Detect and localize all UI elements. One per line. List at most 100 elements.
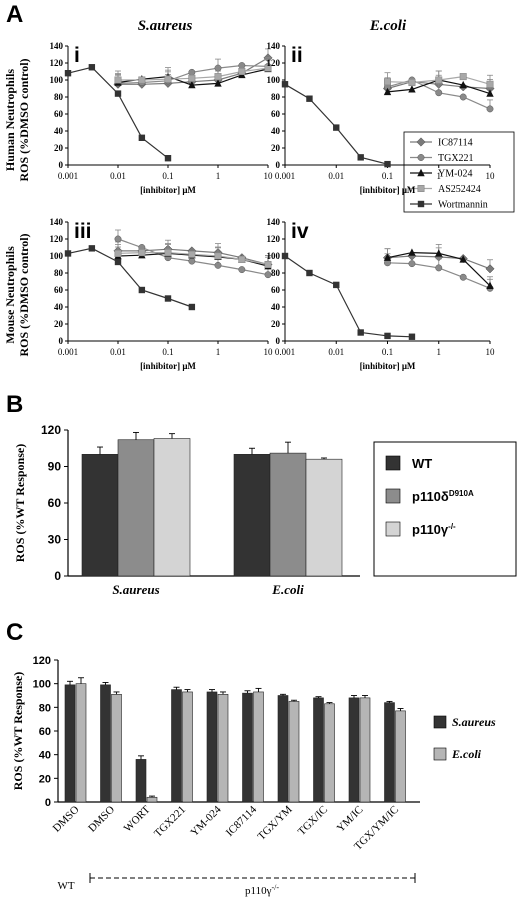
x-tick-label: 0.01 [110,171,126,181]
x-tick-label: 0.1 [382,347,393,357]
x-tick-label: 0.01 [110,347,126,357]
x-tick-label: 0.001 [275,171,295,181]
data-point [188,257,196,265]
x-axis-label: [inhibitor] μM [360,185,416,195]
bar-s-aureus-0 [64,684,76,803]
series-wortmannin [64,64,172,162]
data-point [486,80,494,88]
y-tick-label: 100 [50,75,64,85]
data-point [188,68,196,76]
y-tick-label: 120 [50,234,64,244]
category-label: TGX/IC [296,804,330,838]
data-point [306,269,313,277]
y-tick-label: 60 [54,109,64,119]
y-tick-label: 20 [54,143,64,153]
y-tick-label: 100 [50,251,64,261]
data-point [485,264,495,274]
bar-wt-1 [233,454,271,577]
y-tick-label: 100 [267,251,281,261]
y-tick-label: 100 [267,75,281,85]
data-point [114,249,122,257]
data-point [138,249,146,257]
data-point [238,62,246,70]
data-point [408,248,416,256]
data-point [459,255,467,263]
series-line [67,247,193,308]
bar-e-coli-0 [75,683,87,803]
y-tick-label: 20 [271,319,281,329]
legend-panel-c: S.aureus E.coli [433,715,496,761]
data-point [114,258,122,266]
category-label: DMSO [51,804,82,835]
data-point [138,134,146,141]
x-tick-label: 10 [264,347,274,357]
data-point [88,245,96,252]
y-tick-label: 80 [54,268,64,278]
data-point [188,80,196,89]
y-tick-label: 0 [54,569,61,583]
series-wortmannin [281,252,416,340]
y-tick-label: 30 [48,533,62,547]
data-point [238,266,246,274]
bar-s-aureus-4 [206,691,218,803]
legend-marker-tgx221 [417,154,425,161]
y-tick-label: 0 [45,797,51,809]
data-point [188,303,196,311]
y-tick-label: 120 [267,234,281,244]
y-tick-label: 120 [33,655,51,667]
y-tick-label: 140 [267,41,281,51]
y-tick-label: 60 [271,109,281,119]
y-tick-label: 80 [271,92,281,102]
y-tick-label: 0 [59,336,64,346]
bar-p110-1 [305,458,343,577]
data-point [238,255,246,263]
panel-numeral: iii [74,220,92,243]
panel-numeral: i [74,44,80,67]
row-label-mouse: Mouse Neutrophils [3,246,17,344]
bar-s-aureus-8 [348,697,360,803]
x-tick-label: 0.001 [58,347,78,357]
panel-letter-b: B [6,391,23,418]
category-label: TGX221 [152,804,188,840]
x-tick-label: 0.001 [58,171,78,181]
group-label-ko-text: p110γ [245,885,272,897]
legend-label-p110gamma: p110γ-/- [412,522,456,537]
y-tick-label: 120 [267,58,281,68]
data-point [164,295,172,302]
data-point [214,79,222,87]
x-tick-label: 0.1 [162,347,173,357]
y-tick-label: 60 [271,285,281,295]
panel-numeral: iv [291,220,309,243]
y-tick-label: 60 [39,726,51,738]
data-point [188,74,196,82]
data-point [164,155,172,162]
category-label: E.coli [271,582,304,597]
data-point [306,95,313,102]
x-axis-label: [inhibitor] μM [140,185,196,195]
y-tick-label: 90 [48,460,62,474]
row-ylabel-mouse: ROS (%DMSO control) [17,233,31,356]
legend-label-p110delta-sup: D910A [449,489,474,498]
bar-s-aureus-7 [313,697,324,803]
x-tick-label: 10 [264,171,274,181]
data-point [486,105,494,113]
x-tick-label: 1 [437,347,442,357]
x-tick-label: 1 [216,171,221,181]
y-tick-label: 80 [39,702,51,714]
data-point [164,75,172,83]
data-point [459,80,467,89]
category-label: DMSO [86,804,117,835]
x-tick-label: 0.01 [328,347,344,357]
y-tick-label: 140 [267,217,281,227]
y-axis-label: ROS (%WT Response) [13,444,27,562]
data-point [459,93,467,101]
legend-label-saureus: S.aureus [452,715,496,729]
category-label: IC87114 [224,803,260,839]
bar-p110-d910a-0 [117,439,155,577]
data-point [383,87,392,96]
data-point [459,273,467,281]
bar-e-coli-8 [359,697,371,803]
category-label: TGX/YM [255,803,294,842]
data-point [435,76,443,84]
series-wortmannin [281,81,391,168]
